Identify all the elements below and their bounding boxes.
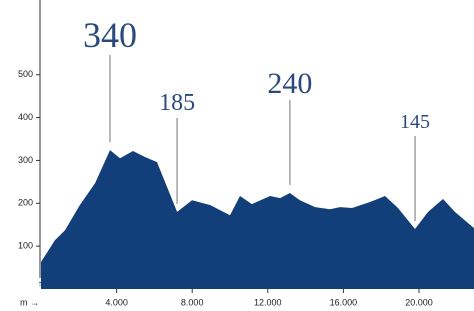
y-tick-label: 100 xyxy=(18,241,33,251)
peak-label: 340 xyxy=(83,15,137,55)
x-axis-label: m → xyxy=(20,297,39,307)
x-tick-label: 20.000 xyxy=(405,297,433,307)
y-tick-label: 200 xyxy=(18,198,33,208)
chart: ↑ m → 1002003004005004.0008.00012.00016.… xyxy=(0,0,474,311)
x-tick-label: 8.000 xyxy=(181,297,204,307)
elevation-area xyxy=(41,150,474,289)
y-tick-label: 400 xyxy=(18,112,33,122)
x-tick-label: 12.000 xyxy=(254,297,282,307)
peak-label: 240 xyxy=(267,67,312,100)
peak-label: 185 xyxy=(159,90,195,116)
y-tick-label: 500 xyxy=(18,69,33,79)
x-tick-label: 4.000 xyxy=(105,297,128,307)
peak-label: 145 xyxy=(400,111,430,133)
y-tick-label: 300 xyxy=(18,155,33,165)
x-tick-label: 16.000 xyxy=(330,297,358,307)
